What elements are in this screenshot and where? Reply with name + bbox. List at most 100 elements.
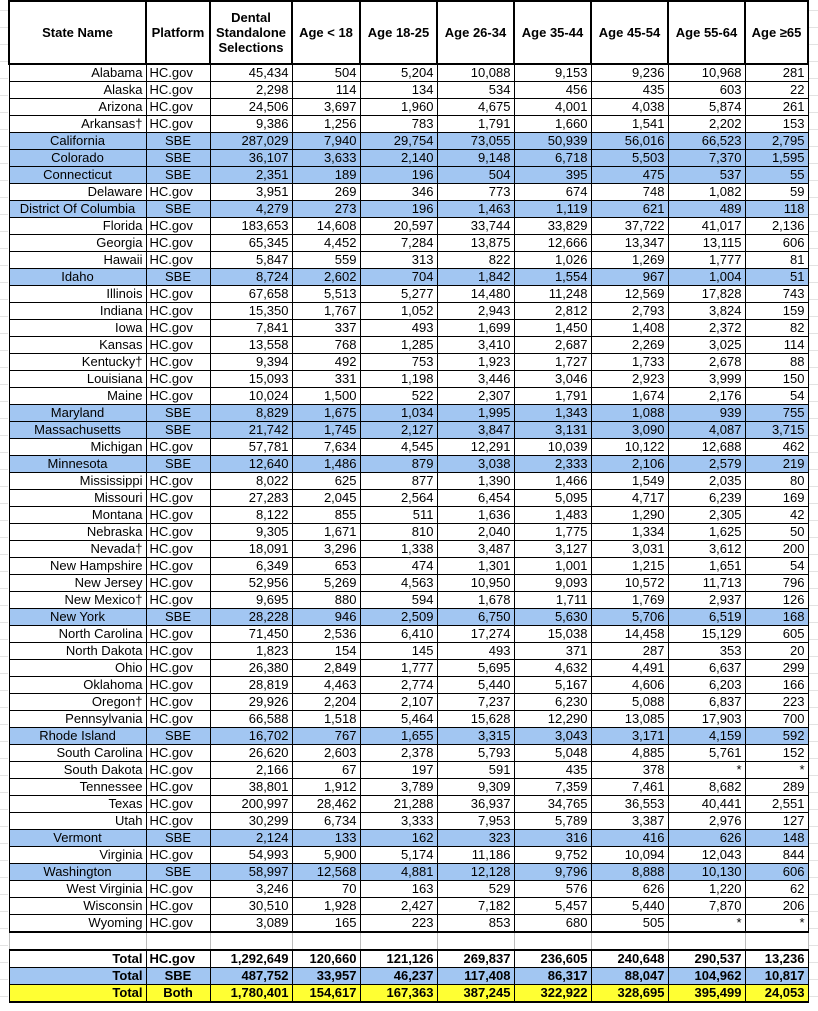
dental-selections-cell: 7,841 bbox=[209, 319, 293, 337]
age-26-34-cell: 5,440 bbox=[436, 676, 515, 694]
state-name-cell: Massachusetts bbox=[8, 421, 147, 439]
age-26-34-cell: 36,937 bbox=[436, 795, 515, 813]
age-35-44-cell: 1,450 bbox=[513, 319, 592, 337]
table-row: Wisconsin HC.gov 30,510 1,928 2,427 7,182 5,45… bbox=[8, 897, 809, 915]
table-row: New Hampshire HC.gov 6,349 653 474 1,301 1,001… bbox=[8, 557, 809, 575]
age-65-plus-cell: 168 bbox=[744, 608, 809, 626]
age-under-18-cell: 767 bbox=[291, 727, 361, 745]
age-35-44-cell: 3,131 bbox=[513, 421, 592, 439]
state-name-cell: North Carolina bbox=[8, 625, 147, 643]
state-name-cell: South Carolina bbox=[8, 744, 147, 762]
platform-cell: SBE bbox=[145, 608, 211, 626]
state-name-cell: Tennessee bbox=[8, 778, 147, 796]
age-18-25-cell: 1,285 bbox=[359, 336, 438, 354]
age-18-25-cell: 7,284 bbox=[359, 234, 438, 252]
state-name-cell: Nevada† bbox=[8, 540, 147, 558]
table-row: Oregon† HC.gov 29,926 2,204 2,107 7,237 6,230 5… bbox=[8, 693, 809, 711]
age-under-18-cell: 768 bbox=[291, 336, 361, 354]
age-45-54-cell: 8,888 bbox=[590, 863, 669, 881]
platform-cell: SBE bbox=[145, 863, 211, 881]
header-state-name: State Name bbox=[8, 0, 147, 65]
age-35-44-cell: 680 bbox=[513, 914, 592, 933]
table-row: South Carolina HC.gov 26,620 2,603 2,378 5,79… bbox=[8, 744, 809, 762]
age-26-34-cell: 3,487 bbox=[436, 540, 515, 558]
age-under-18-cell: 7,940 bbox=[291, 132, 361, 150]
platform-cell: HC.gov bbox=[145, 438, 211, 456]
age-65-plus-cell: 127 bbox=[744, 812, 809, 830]
dental-selections-cell: 27,283 bbox=[209, 489, 293, 507]
dental-selections-cell: 21,742 bbox=[209, 421, 293, 439]
age-65-plus-cell: 2,551 bbox=[744, 795, 809, 813]
state-name-cell: Utah bbox=[8, 812, 147, 830]
age-35-44-cell: 1,001 bbox=[513, 557, 592, 575]
table-row: Louisiana HC.gov 15,093 331 1,198 3,446 3,046 2… bbox=[8, 370, 809, 388]
age-26-34-cell: 12,291 bbox=[436, 438, 515, 456]
age-55-64-cell: 489 bbox=[667, 200, 746, 218]
age-55-64-cell: 4,159 bbox=[667, 727, 746, 745]
age-under-18-cell: 3,633 bbox=[291, 149, 361, 167]
age-18-25-cell: 5,204 bbox=[359, 63, 438, 82]
age-under-18-cell: 273 bbox=[291, 200, 361, 218]
age-65-plus-cell: 150 bbox=[744, 370, 809, 388]
state-rows: Alabama HC.gov 45,434 504 5,204 10,088 9,153 9,… bbox=[8, 63, 809, 933]
dental-selections-cell: 8,022 bbox=[209, 472, 293, 490]
state-name-cell: Delaware bbox=[8, 183, 147, 201]
age-35-44-cell: 15,038 bbox=[513, 625, 592, 643]
age-18-25-cell: 1,777 bbox=[359, 659, 438, 677]
age-35-44-cell: 316 bbox=[513, 829, 592, 847]
age-55-64-cell: 626 bbox=[667, 829, 746, 847]
age-18-25-cell: 3,789 bbox=[359, 778, 438, 796]
state-name-cell: Total bbox=[8, 949, 147, 968]
age-18-25-cell: 1,198 bbox=[359, 370, 438, 388]
age-26-34-cell: 117,408 bbox=[436, 967, 515, 985]
age-18-25-cell: 2,509 bbox=[359, 608, 438, 626]
state-name-cell: Vermont bbox=[8, 829, 147, 847]
age-26-34-cell: 6,750 bbox=[436, 608, 515, 626]
age-65-plus-cell: 261 bbox=[744, 98, 809, 116]
age-35-44-cell: 4,001 bbox=[513, 98, 592, 116]
age-18-25-cell: 4,563 bbox=[359, 574, 438, 592]
dental-selections-cell: 45,434 bbox=[209, 63, 293, 82]
age-18-25-cell: 511 bbox=[359, 506, 438, 524]
state-name-cell: Hawaii bbox=[8, 251, 147, 269]
age-35-44-cell: 1,026 bbox=[513, 251, 592, 269]
empty-cell bbox=[8, 931, 147, 951]
empty-cell bbox=[145, 931, 211, 951]
platform-cell: SBE bbox=[145, 132, 211, 150]
dental-selections-cell: 487,752 bbox=[209, 967, 293, 985]
age-under-18-cell: 28,462 bbox=[291, 795, 361, 813]
platform-cell: HC.gov bbox=[145, 472, 211, 490]
age-26-34-cell: 323 bbox=[436, 829, 515, 847]
age-45-54-cell: 3,031 bbox=[590, 540, 669, 558]
age-26-34-cell: 591 bbox=[436, 761, 515, 779]
age-55-64-cell: 17,828 bbox=[667, 285, 746, 303]
age-under-18-cell: 946 bbox=[291, 608, 361, 626]
age-18-25-cell: 3,333 bbox=[359, 812, 438, 830]
age-45-54-cell: 2,106 bbox=[590, 455, 669, 473]
table-row: West Virginia HC.gov 3,246 70 163 529 576 626 1,… bbox=[8, 880, 809, 898]
age-18-25-cell: 121,126 bbox=[359, 949, 438, 968]
state-name-cell: Colorado bbox=[8, 149, 147, 167]
age-18-25-cell: 1,655 bbox=[359, 727, 438, 745]
age-65-plus-cell: 743 bbox=[744, 285, 809, 303]
age-under-18-cell: 165 bbox=[291, 914, 361, 933]
age-35-44-cell: 5,048 bbox=[513, 744, 592, 762]
table-row: North Dakota HC.gov 1,823 154 145 493 371 287 35… bbox=[8, 642, 809, 660]
age-65-plus-cell: 605 bbox=[744, 625, 809, 643]
state-name-cell: Nebraska bbox=[8, 523, 147, 541]
platform-cell: HC.gov bbox=[145, 506, 211, 524]
age-35-44-cell: 674 bbox=[513, 183, 592, 201]
age-26-34-cell: 7,237 bbox=[436, 693, 515, 711]
age-55-64-cell: 2,937 bbox=[667, 591, 746, 609]
state-name-cell: Idaho bbox=[8, 268, 147, 286]
age-18-25-cell: 4,881 bbox=[359, 863, 438, 881]
age-26-34-cell: 529 bbox=[436, 880, 515, 898]
age-under-18-cell: 653 bbox=[291, 557, 361, 575]
age-26-34-cell: 269,837 bbox=[436, 949, 515, 968]
empty-cell bbox=[436, 931, 515, 951]
age-35-44-cell: 435 bbox=[513, 761, 592, 779]
age-26-34-cell: 1,791 bbox=[436, 115, 515, 133]
platform-cell: SBE bbox=[145, 727, 211, 745]
header-age-18-25: Age 18-25 bbox=[359, 0, 438, 65]
age-26-34-cell: 14,480 bbox=[436, 285, 515, 303]
